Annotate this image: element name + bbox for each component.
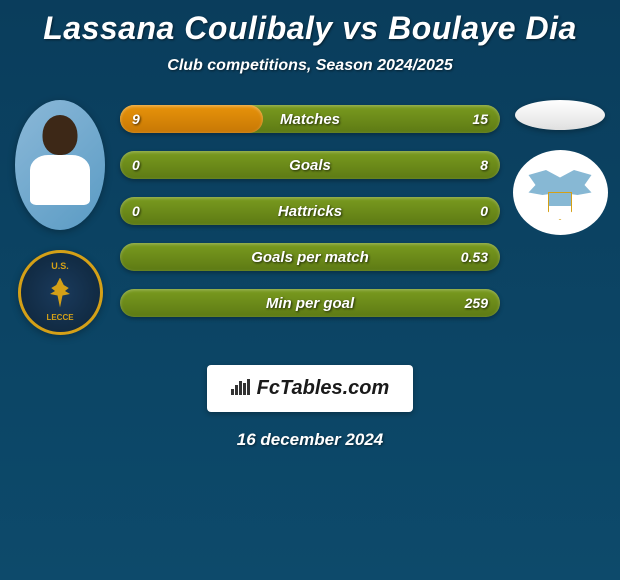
stat-row-matches: 9 Matches 15 — [120, 105, 500, 133]
stat-right-value: 259 — [465, 295, 488, 311]
player1-column — [10, 100, 110, 335]
player1-team-logo — [18, 250, 103, 335]
page-title: Lassana Coulibaly vs Boulaye Dia — [0, 10, 620, 47]
stat-label: Hattricks — [278, 203, 342, 220]
stat-fill — [120, 105, 263, 133]
stat-right-value: 8 — [480, 157, 488, 173]
lazio-shield-icon — [548, 192, 572, 220]
stat-label: Goals — [289, 157, 331, 174]
stat-row-min-per-goal: Min per goal 259 — [120, 289, 500, 317]
stat-right-value: 0 — [480, 203, 488, 219]
comparison-content: 9 Matches 15 0 Goals 8 0 Hattricks 0 Goa… — [0, 80, 620, 355]
player2-placeholder — [515, 100, 605, 130]
stat-left-value: 9 — [132, 111, 140, 127]
stat-right-value: 15 — [472, 111, 488, 127]
player2-column — [510, 100, 610, 235]
stat-row-hattricks: 0 Hattricks 0 — [120, 197, 500, 225]
page-subtitle: Club competitions, Season 2024/2025 — [0, 57, 620, 75]
stat-label: Matches — [280, 111, 340, 128]
chart-icon — [231, 377, 251, 400]
stat-left-value: 0 — [132, 203, 140, 219]
lecce-tree-icon — [48, 278, 73, 308]
footer: FcTables.com 16 december 2024 — [0, 365, 620, 450]
stat-left-value: 0 — [132, 157, 140, 173]
header: Lassana Coulibaly vs Boulaye Dia Club co… — [0, 0, 620, 80]
stat-label: Goals per match — [251, 249, 369, 266]
player1-photo — [15, 100, 105, 230]
player2-team-logo — [513, 150, 608, 235]
brand-badge[interactable]: FcTables.com — [207, 365, 414, 412]
date-text: 16 december 2024 — [0, 430, 620, 450]
stat-row-goals-per-match: Goals per match 0.53 — [120, 243, 500, 271]
brand-text: FcTables.com — [257, 377, 390, 400]
stat-row-goals: 0 Goals 8 — [120, 151, 500, 179]
stats-bars: 9 Matches 15 0 Goals 8 0 Hattricks 0 Goa… — [120, 100, 500, 317]
stat-right-value: 0.53 — [461, 249, 488, 265]
stat-label: Min per goal — [266, 295, 354, 312]
